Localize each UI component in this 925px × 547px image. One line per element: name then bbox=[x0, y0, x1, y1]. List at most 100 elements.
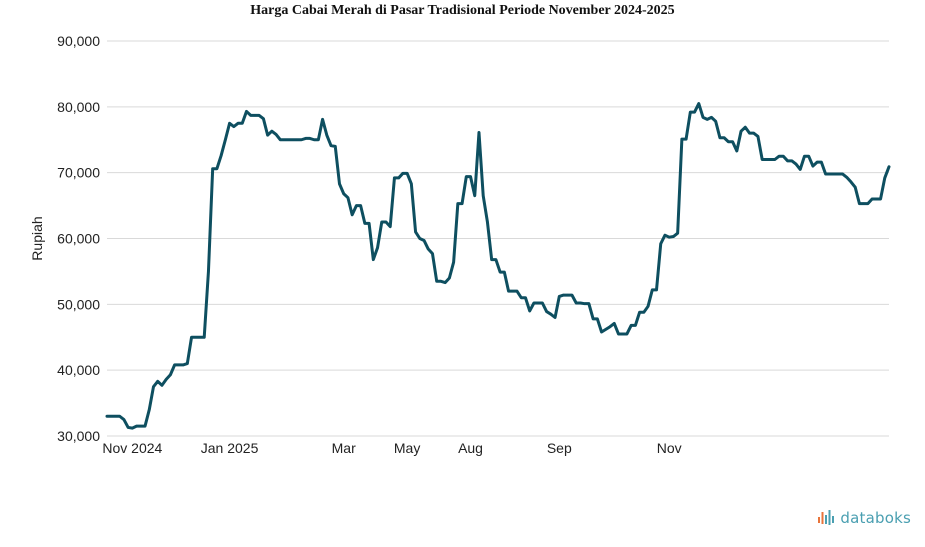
data-point bbox=[456, 202, 460, 205]
data-point bbox=[722, 136, 726, 139]
data-point bbox=[190, 336, 193, 339]
data-point bbox=[219, 154, 223, 157]
data-point bbox=[566, 293, 569, 297]
data-point bbox=[875, 197, 878, 201]
data-point bbox=[143, 424, 147, 428]
data-point bbox=[667, 235, 671, 239]
brand-name: databoks bbox=[840, 509, 911, 527]
data-point bbox=[596, 317, 599, 321]
data-point bbox=[334, 145, 337, 148]
data-point bbox=[266, 133, 269, 137]
data-point bbox=[845, 176, 848, 179]
data-point bbox=[706, 118, 709, 121]
data-point bbox=[105, 415, 109, 418]
data-point bbox=[562, 293, 565, 297]
data-point bbox=[439, 280, 443, 283]
data-point bbox=[494, 258, 498, 261]
data-point bbox=[321, 118, 324, 121]
data-point bbox=[773, 158, 777, 161]
data-point bbox=[152, 385, 155, 388]
data-point bbox=[287, 138, 290, 141]
data-point bbox=[680, 137, 684, 141]
data-point bbox=[350, 213, 354, 216]
data-point bbox=[638, 311, 641, 314]
data-point bbox=[257, 114, 261, 117]
data-point bbox=[858, 202, 861, 205]
data-point bbox=[769, 158, 772, 161]
y-tick-label: 30,000 bbox=[57, 428, 100, 444]
data-point bbox=[786, 159, 789, 163]
data-point bbox=[283, 138, 286, 141]
data-point bbox=[173, 363, 176, 367]
data-point bbox=[477, 131, 481, 134]
data-point bbox=[164, 378, 168, 381]
data-point bbox=[549, 313, 553, 316]
data-point bbox=[735, 149, 739, 153]
data-point bbox=[621, 332, 624, 336]
data-point bbox=[803, 155, 806, 158]
data-point bbox=[642, 311, 646, 314]
data-point bbox=[135, 424, 138, 428]
x-tick-label: Jan 2025 bbox=[201, 440, 259, 456]
data-point bbox=[824, 172, 827, 176]
chart-title: Harga Cabai Merah di Pasar Tradisional P… bbox=[250, 3, 675, 18]
data-point bbox=[372, 258, 375, 261]
data-point bbox=[570, 293, 574, 297]
data-point bbox=[782, 155, 785, 158]
data-point bbox=[312, 138, 316, 141]
data-point bbox=[156, 380, 159, 383]
data-point bbox=[376, 246, 379, 249]
data-point bbox=[651, 288, 654, 292]
data-point bbox=[536, 301, 540, 305]
data-point bbox=[714, 120, 717, 123]
data-point bbox=[591, 317, 595, 321]
data-point bbox=[524, 296, 527, 299]
data-point bbox=[887, 165, 891, 168]
data-point bbox=[435, 280, 438, 283]
data-point bbox=[486, 220, 489, 224]
data-point bbox=[613, 322, 616, 325]
data-point bbox=[469, 175, 472, 178]
data-point bbox=[883, 176, 886, 180]
data-point bbox=[431, 252, 434, 255]
data-point bbox=[448, 276, 451, 280]
data-point bbox=[748, 131, 751, 135]
data-point bbox=[405, 172, 409, 175]
data-point bbox=[511, 289, 514, 293]
data-point bbox=[359, 204, 362, 207]
data-point bbox=[841, 172, 844, 176]
data-point bbox=[279, 138, 282, 141]
data-point bbox=[752, 131, 755, 135]
data-point bbox=[672, 235, 675, 238]
data-point bbox=[693, 110, 696, 114]
data-point bbox=[849, 180, 853, 184]
data-point bbox=[777, 155, 781, 158]
y-tick-label: 70,000 bbox=[57, 165, 100, 181]
data-point bbox=[490, 258, 493, 261]
data-point bbox=[815, 160, 819, 164]
data-point bbox=[380, 220, 383, 224]
x-tick-label: Nov 2024 bbox=[102, 440, 162, 456]
y-tick-label: 80,000 bbox=[57, 99, 100, 115]
gridlines bbox=[107, 40, 889, 437]
data-point bbox=[828, 172, 832, 176]
data-point bbox=[203, 336, 206, 339]
data-point bbox=[684, 137, 688, 141]
data-point bbox=[515, 289, 519, 293]
data-point bbox=[558, 295, 561, 298]
data-point bbox=[701, 116, 705, 119]
data-point bbox=[274, 133, 278, 136]
data-point bbox=[355, 204, 358, 207]
data-point bbox=[460, 202, 464, 205]
data-point bbox=[122, 418, 126, 421]
data-point bbox=[177, 363, 181, 367]
data-point bbox=[482, 194, 485, 197]
data-point bbox=[811, 164, 815, 168]
data-point bbox=[756, 135, 760, 138]
data-point bbox=[148, 408, 151, 411]
data-point bbox=[832, 172, 836, 176]
data-point bbox=[308, 137, 312, 140]
data-point bbox=[617, 332, 620, 336]
data-point bbox=[520, 296, 523, 299]
